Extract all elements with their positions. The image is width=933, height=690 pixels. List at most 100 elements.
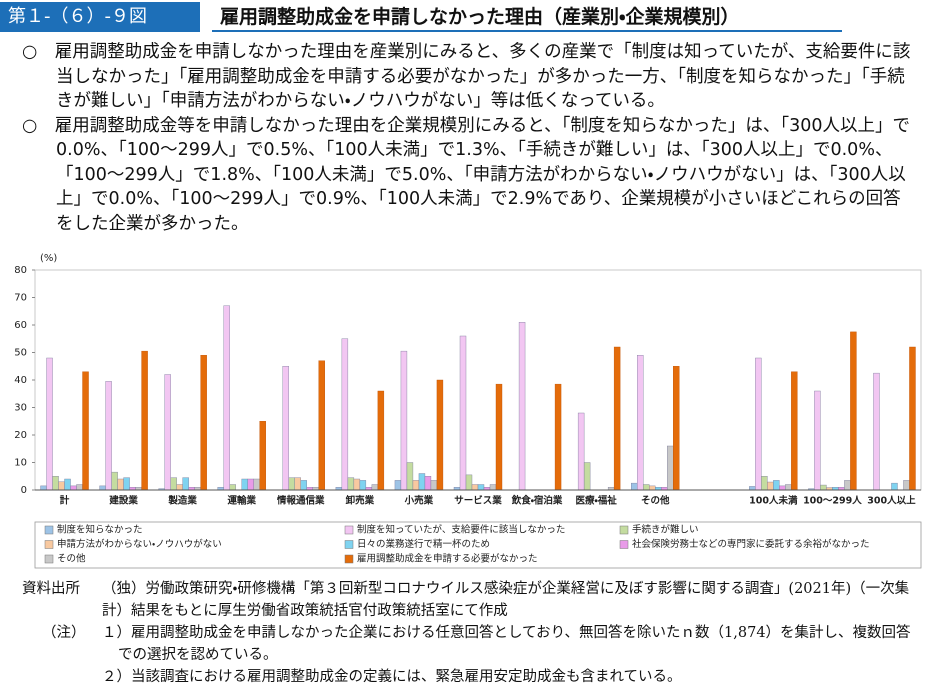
bar: [58, 481, 65, 491]
bar: [820, 484, 827, 491]
y-tick-label: 10: [14, 458, 27, 469]
bar: [873, 372, 880, 491]
source-row: 資料出所 （独）労働政策研究・研修機構「第３回新型コロナウイルス感染症が企業経営…: [22, 578, 912, 622]
x-tick-label: 飲食・宿泊業: [511, 495, 563, 507]
summary-text: ○ 雇用調整助成金を申請しなかった理由を産業別にみると、多くの産業で「制度は知っ…: [22, 40, 914, 236]
bar: [649, 485, 656, 491]
bar: [294, 477, 301, 491]
bar: [353, 478, 361, 491]
legend-swatch: [344, 525, 354, 535]
y-tick-label: 80: [14, 265, 27, 276]
bar: [347, 477, 355, 491]
x-tick-label: 建設業: [108, 495, 138, 507]
bar: [52, 476, 59, 491]
bar: [412, 480, 420, 491]
bar: [99, 485, 106, 491]
bar: [141, 350, 148, 491]
y-tick-label: 0: [21, 485, 27, 496]
x-tick-label: 100～299人: [803, 496, 862, 507]
bar: [70, 485, 77, 491]
paragraph: ○ 雇用調整助成金等を申請しなかった理由を企業規模別にみると、「制度を知らなかっ…: [22, 115, 910, 234]
bar: [318, 360, 325, 491]
bar: [123, 477, 130, 491]
y-tick-label: 20: [14, 430, 27, 441]
note-items: １）雇用調整助成金を申請しなかった企業における任意回答としており、無回答を除いた…: [102, 622, 912, 688]
legend-label: 手続きが難しい: [632, 524, 699, 536]
figure-number: 第１-（６）-９図: [0, 2, 200, 32]
bar: [394, 480, 402, 491]
note-label: （注）: [42, 625, 86, 641]
bar: [749, 486, 756, 491]
bar: [643, 484, 650, 491]
legend-swatch: [44, 554, 54, 564]
x-tick-label: 製造業: [167, 495, 197, 507]
bar: [182, 477, 189, 491]
bar: [200, 355, 207, 491]
bar: [40, 485, 47, 491]
x-tick-label: 計: [60, 495, 70, 507]
bar: [117, 478, 124, 491]
bar: [288, 477, 295, 491]
figure-title: 雇用調整助成金を申請しなかった理由（産業別・企業規模別）: [212, 2, 842, 32]
note-row: （注） １）雇用調整助成金を申請しなかった企業における任意回答としており、無回答…: [22, 622, 912, 688]
bar: [785, 484, 792, 491]
paragraph: ○ 雇用調整助成金を申請しなかった理由を産業別にみると、多くの産業で「制度は知っ…: [22, 42, 911, 111]
bar: [241, 478, 248, 491]
y-tick-label: 30: [14, 403, 27, 414]
bar: [791, 371, 798, 491]
bar: [406, 462, 414, 491]
bar: [253, 478, 260, 491]
legend-swatch: [344, 540, 354, 549]
bar: [637, 355, 644, 491]
bar: [891, 482, 898, 491]
x-tick-label: 卸売業: [346, 495, 375, 507]
bar: [767, 481, 774, 491]
bar: [418, 473, 426, 491]
bar: [436, 379, 444, 491]
y-tick-label: 40: [14, 375, 27, 386]
bar: [164, 374, 171, 491]
x-tick-label: サービス業: [454, 495, 502, 507]
source-text: （独）労働政策研究・研修機構「第３回新型コロナウイルス感染症が企業経営に及ぼす影…: [102, 581, 910, 619]
x-tick-label: 小売業: [404, 495, 434, 507]
bar: [170, 477, 177, 491]
chart: (%) 0 10 20 30 40 50 60 70 80 計 建設業 製造業 運輸業 情報通信業 卸売業 小…: [14, 253, 922, 569]
bar: [259, 421, 266, 491]
bar: [400, 350, 408, 491]
bar: [64, 478, 71, 491]
bar: [850, 331, 857, 491]
bar: [814, 390, 821, 491]
bar: [755, 357, 762, 491]
x-tick-label: 情報通信業: [276, 495, 325, 507]
legend-swatch: [619, 540, 629, 549]
bar: [459, 335, 467, 491]
legend-label: 申請方法がわからない・ノウハウがない: [57, 538, 222, 550]
legend-swatch: [344, 554, 354, 564]
bar: [495, 383, 503, 491]
bar: [761, 476, 768, 491]
bar: [583, 462, 591, 491]
bar: [430, 480, 438, 491]
bar: [518, 322, 526, 491]
bar: [554, 383, 562, 491]
y-tick-label: 50: [14, 348, 27, 359]
legend-swatch: [619, 525, 629, 535]
bar: [76, 484, 83, 491]
bar: [844, 480, 851, 491]
legend-label: 社会保険労務士などの専門家に委託する余裕がなかった: [632, 538, 870, 550]
bar: [82, 371, 89, 491]
note-item: ２）当該調査における雇用調整助成金の定義には、緊急雇用安定助成金も含まれている。: [102, 669, 682, 685]
note-item: １）雇用調整助成金を申請しなかった企業における任意回答としており、無回答を除いた…: [102, 625, 911, 663]
legend-label: 制度を知っていたが、支給要件に該当しなかった: [357, 524, 565, 536]
x-tick-label: 300人以上: [867, 495, 916, 507]
legend-swatch: [44, 525, 54, 535]
bar: [223, 305, 230, 491]
legend-label: 日々の業務遂行で精一杯のため: [357, 538, 490, 550]
legend-swatch: [44, 540, 54, 549]
source-label: 資料出所: [22, 581, 80, 597]
bar: [111, 471, 118, 491]
bar: [477, 484, 485, 491]
x-tick-label: 100人未満: [749, 495, 798, 507]
header: 第１-（６）-９図 雇用調整助成金を申請しなかった理由（産業別・企業規模別）: [0, 0, 933, 34]
